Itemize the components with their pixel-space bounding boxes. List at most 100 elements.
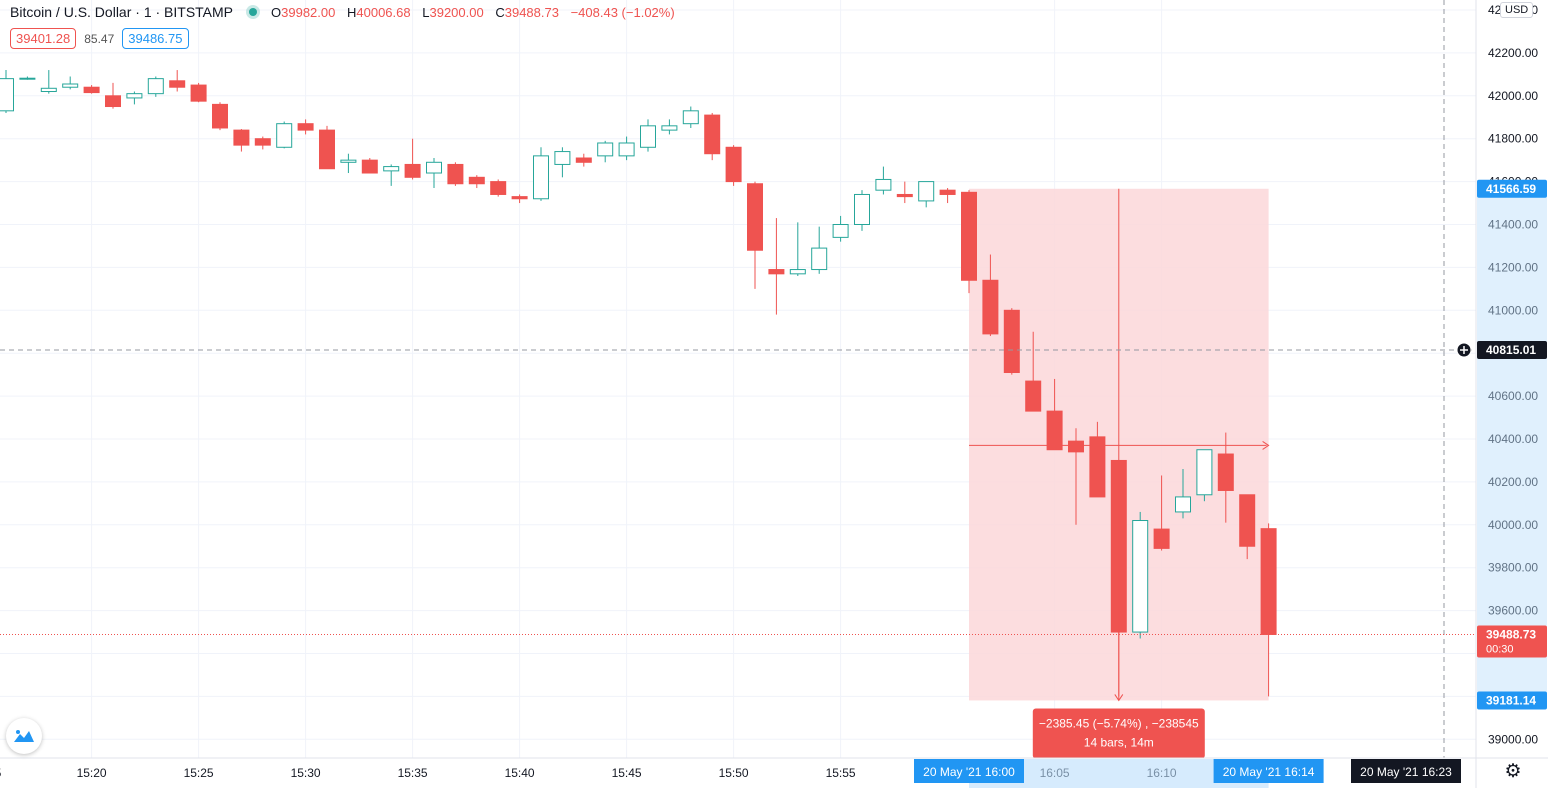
crosshair-time-label: 20 May '21 16:23: [1360, 765, 1452, 779]
candle-body: [105, 95, 121, 108]
candle-body: [661, 125, 678, 131]
buy-button[interactable]: 39486.75: [122, 28, 189, 49]
candle: [832, 215, 849, 242]
measure-bottom-price-label-bg: [1477, 691, 1547, 710]
cloud-icon: [14, 730, 34, 742]
candle: [19, 76, 36, 80]
currency-button[interactable]: USD: [1500, 2, 1534, 18]
price-tick-label: 41800.00: [1488, 132, 1538, 146]
candle-body: [918, 181, 935, 202]
candle: [190, 82, 207, 103]
candle: [618, 136, 635, 161]
candle: [276, 121, 293, 149]
candle-body: [511, 196, 528, 200]
candle: [789, 222, 806, 276]
candle: [147, 76, 164, 97]
ohlc-values: O39982.00 H40006.68 L39200.00 C39488.73 …: [271, 5, 683, 20]
time-tick-label: 15:40: [505, 766, 535, 780]
candle-body: [1196, 449, 1213, 496]
candle-body: [1003, 309, 1020, 374]
candle-body: [1132, 520, 1149, 633]
close-label: C: [495, 4, 505, 20]
candle: [768, 218, 785, 315]
candle-body: [147, 78, 164, 95]
measure-top-price-label: 41566.59: [1486, 182, 1536, 196]
candle-body: [0, 78, 14, 112]
candle: [169, 70, 186, 92]
gear-icon[interactable]: ⚙: [1504, 761, 1522, 782]
crosshair-price-label: 40815.01: [1486, 343, 1536, 357]
candle: [896, 181, 913, 204]
candle-body: [297, 123, 314, 131]
candle: [982, 254, 999, 337]
add-alert-plus-icon[interactable]: [1456, 342, 1472, 358]
high-label: H: [347, 4, 357, 20]
candle-body: [426, 161, 442, 174]
crosshair-price-label-bg: [1477, 340, 1547, 359]
range-measure-lines: −2385.45 (−5.74%) , −238545 14 bars, 14m: [969, 188, 1270, 759]
price-tick-label: 42200.00: [1488, 46, 1538, 60]
candle-body: [190, 84, 207, 102]
candle-body: [640, 125, 656, 148]
price-tick-label: 39600.00: [1488, 604, 1538, 618]
candle: [854, 190, 870, 231]
open-label: O: [271, 4, 282, 20]
price-tick-label: 39000.00: [1488, 732, 1538, 746]
candle: [361, 158, 378, 174]
time-axis: :15 15:20 15:25 15:30 15:35 15:40 15:45 15:50 15…: [0, 757, 1548, 788]
candle-body: [725, 146, 742, 183]
candle: [126, 91, 143, 105]
candle: [533, 147, 549, 201]
candle: [747, 181, 763, 289]
candle-body: [768, 269, 785, 275]
candle: [511, 194, 528, 204]
symbol-legend: Bitcoin / U.S. Dollar · 1 · BITSTAMP O39…: [10, 4, 683, 20]
candle-body: [939, 189, 956, 195]
candle-body: [212, 103, 228, 129]
candle-body: [1153, 528, 1170, 549]
close-value: 39488.73: [504, 4, 559, 20]
candle: [1239, 494, 1256, 560]
candle: [1175, 469, 1191, 519]
candle-body: [169, 80, 186, 88]
price-tick-label: 42000.00: [1488, 89, 1538, 103]
candles-layer: [0, 70, 1277, 697]
candle: [340, 153, 357, 174]
candle: [0, 70, 14, 113]
candle-body: [533, 155, 549, 200]
candle-body: [404, 163, 421, 178]
candle-body: [233, 129, 250, 146]
candle-body: [618, 142, 635, 157]
candle-body: [1239, 494, 1256, 547]
candle: [105, 82, 121, 109]
measure-bars-label: 14 bars, 14m: [1084, 735, 1154, 749]
price-tick-label: 39800.00: [1488, 561, 1538, 575]
candle-body: [468, 176, 485, 185]
candle-body: [340, 159, 357, 163]
time-tick-label: 15:45: [612, 766, 642, 780]
candle: [1153, 475, 1170, 551]
time-tick-label: 15:20: [77, 766, 107, 780]
candle: [811, 226, 828, 274]
candle: [682, 106, 699, 128]
tradingview-logo-icon[interactable]: [6, 718, 42, 754]
candle-body: [62, 83, 79, 88]
bid-ask-panel: 39401.28 85.47 39486.75: [10, 28, 189, 49]
candle-body: [789, 269, 806, 275]
candle-body: [704, 114, 721, 155]
candle: [918, 181, 935, 208]
change-value: −408.43 (−1.02%): [570, 4, 675, 20]
candle: [83, 85, 100, 94]
measure-change-label: −2385.45 (−5.74%) , −238545: [1039, 716, 1199, 730]
candle: [297, 119, 314, 135]
price-tick-label: 40400.00: [1488, 432, 1538, 446]
sell-button[interactable]: 39401.28: [10, 28, 77, 49]
candle: [725, 145, 742, 186]
symbol-title[interactable]: Bitcoin / U.S. Dollar · 1 · BITSTAMP: [10, 4, 234, 20]
candle: [1217, 432, 1234, 523]
last-price-label: 39488.73: [1486, 627, 1536, 641]
last-price-badge-bg: [1477, 625, 1547, 658]
candle-body: [597, 142, 614, 157]
plus-glyph[interactable]: [1460, 345, 1468, 354]
